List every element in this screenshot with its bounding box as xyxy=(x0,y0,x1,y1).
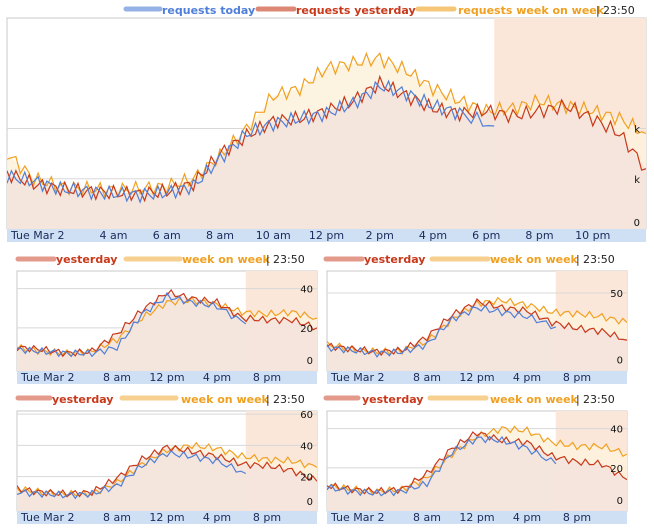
series-line-yesterday xyxy=(17,288,317,358)
x-tick-label: 4 pm xyxy=(203,371,231,384)
small-legend-label-yesterday: yesterday xyxy=(362,393,423,406)
main-legend: requests today requests yesterday reques… xyxy=(123,4,635,17)
series-line-yesterday xyxy=(7,74,646,203)
x-tick-label: 10 am xyxy=(256,229,291,242)
y-tick-label: 0 xyxy=(307,356,313,367)
x-tick-label: 6 am xyxy=(153,229,181,242)
legend-time: 23:50 xyxy=(603,4,635,17)
x-tick-label: Tue Mar 2 xyxy=(20,511,75,524)
small-legend-time: 23:50 xyxy=(583,253,615,266)
x-tick-label: 12 pm xyxy=(459,511,494,524)
series-line-today xyxy=(17,291,247,358)
small-legend-separator: | xyxy=(576,393,580,406)
small-legend-row-2-right: yesterday week on week | 23:50 xyxy=(323,393,615,406)
small-legend-label-yesterday: yesterday xyxy=(364,253,425,266)
x-axis-bar xyxy=(17,511,317,524)
y-tick-label: 0 xyxy=(307,497,313,508)
y-tick-label: 20 xyxy=(610,464,623,475)
x-tick-label: 8 pm xyxy=(563,511,591,524)
series-line-today xyxy=(7,79,495,204)
series-line-today xyxy=(327,435,557,497)
series-line-week xyxy=(327,296,627,356)
x-tick-label: Tue Mar 2 xyxy=(330,511,385,524)
series-line-today xyxy=(17,450,247,500)
small-legend-time: 23:50 xyxy=(273,393,305,406)
small-legend-row-1-left: yesterday week on week | 23:50 xyxy=(15,253,305,266)
x-tick-label: 8 am xyxy=(103,511,131,524)
x-tick-label: Tue Mar 2 xyxy=(10,229,65,242)
x-tick-label: 12 pm xyxy=(309,229,344,242)
series-line-yesterday xyxy=(327,297,627,357)
y-tick-label: 40 xyxy=(300,285,313,296)
x-tick-label: 12 pm xyxy=(459,371,494,384)
series-line-yesterday xyxy=(327,431,627,495)
x-tick-label: 8 am xyxy=(206,229,234,242)
small-legend-label-week: week on week xyxy=(182,253,271,266)
series-line-today xyxy=(327,304,557,358)
chart-small-1: 0 20 40 Tue Mar 2 8 am 12 pm 4 pm 8 pm xyxy=(16,270,318,384)
x-tick-label: 4 am xyxy=(100,229,128,242)
small-legend-time: 23:50 xyxy=(583,393,615,406)
x-tick-label: 2 pm xyxy=(366,229,394,242)
x-tick-label: 6 pm xyxy=(472,229,500,242)
y-tick-label: k xyxy=(634,125,640,136)
area-yesterday xyxy=(327,432,627,511)
x-tick-label: Tue Mar 2 xyxy=(20,371,75,384)
legend-separator: | xyxy=(596,4,600,17)
chart-small-2: 0 50 Tue Mar 2 8 am 12 pm 4 pm 8 pm xyxy=(326,270,628,384)
x-tick-label: 4 pm xyxy=(419,229,447,242)
x-tick-label: 10 pm xyxy=(575,229,610,242)
x-tick-label: 12 pm xyxy=(149,371,184,384)
y-tick-label: 20 xyxy=(300,324,313,335)
small-legend-row-1-right: yesterday week on week | 23:50 xyxy=(323,253,615,266)
x-tick-label: 4 pm xyxy=(513,371,541,384)
y-tick-label: 0 xyxy=(617,356,623,367)
charts-layer: 0 k k Tue Mar 2 4 am 6 am 8 am 10 am 12 pm 2 pm 4 … xyxy=(6,17,647,524)
legend-label-yesterday: requests yesterday xyxy=(296,4,416,17)
x-axis-bar xyxy=(327,511,627,524)
small-legend-time: 23:50 xyxy=(273,253,305,266)
y-tick-label: 60 xyxy=(300,410,313,421)
x-tick-label: 12 pm xyxy=(149,511,184,524)
x-tick-label: 4 pm xyxy=(203,511,231,524)
y-tick-label: 50 xyxy=(610,289,623,300)
x-tick-label: 8 pm xyxy=(253,511,281,524)
x-tick-label: 8 pm xyxy=(563,371,591,384)
x-axis-bar xyxy=(327,371,627,384)
x-tick-label: 8 am xyxy=(413,371,441,384)
y-tick-label: 40 xyxy=(610,425,623,436)
x-tick-label: 8 pm xyxy=(253,371,281,384)
x-tick-label: 8 am xyxy=(413,511,441,524)
x-tick-label: 8 pm xyxy=(525,229,553,242)
small-legend-label-week: week on week xyxy=(181,393,270,406)
small-legend-label-yesterday: yesterday xyxy=(52,393,113,406)
x-axis-bar xyxy=(7,229,646,242)
legend-label-today: requests today xyxy=(162,4,255,17)
y-tick-label: k xyxy=(634,175,640,186)
chart-small-4: 0 20 40 Tue Mar 2 8 am 12 pm 4 pm 8 pm xyxy=(326,410,628,524)
chart-main: 0 k k Tue Mar 2 4 am 6 am 8 am 10 am 12 pm 2 pm 4 … xyxy=(6,17,647,242)
series-line-yesterday xyxy=(17,444,317,498)
small-legend-label-yesterday: yesterday xyxy=(56,253,117,266)
small-legend-label-week: week on week xyxy=(490,393,579,406)
small-legend-separator: | xyxy=(266,393,270,406)
x-tick-label: Tue Mar 2 xyxy=(330,371,385,384)
x-tick-label: 8 am xyxy=(103,371,131,384)
small-legend-label-week: week on week xyxy=(490,253,579,266)
x-axis-bar xyxy=(17,371,317,384)
small-legend-separator: | xyxy=(576,253,580,266)
y-tick-label: 0 xyxy=(634,218,640,229)
small-legend-row-2-left: yesterday week on week | 23:50 xyxy=(15,393,305,406)
y-tick-label: 20 xyxy=(300,473,313,484)
chart-small-3: 0 20 40 60 Tue Mar 2 8 am 12 pm 4 pm 8 pm xyxy=(16,410,318,524)
x-tick-label: 4 pm xyxy=(513,511,541,524)
small-legend-separator: | xyxy=(266,253,270,266)
y-tick-label: 40 xyxy=(300,441,313,452)
y-tick-label: 0 xyxy=(617,496,623,507)
legend-label-week: requests week on week xyxy=(458,4,605,17)
series-line-week xyxy=(17,295,317,357)
